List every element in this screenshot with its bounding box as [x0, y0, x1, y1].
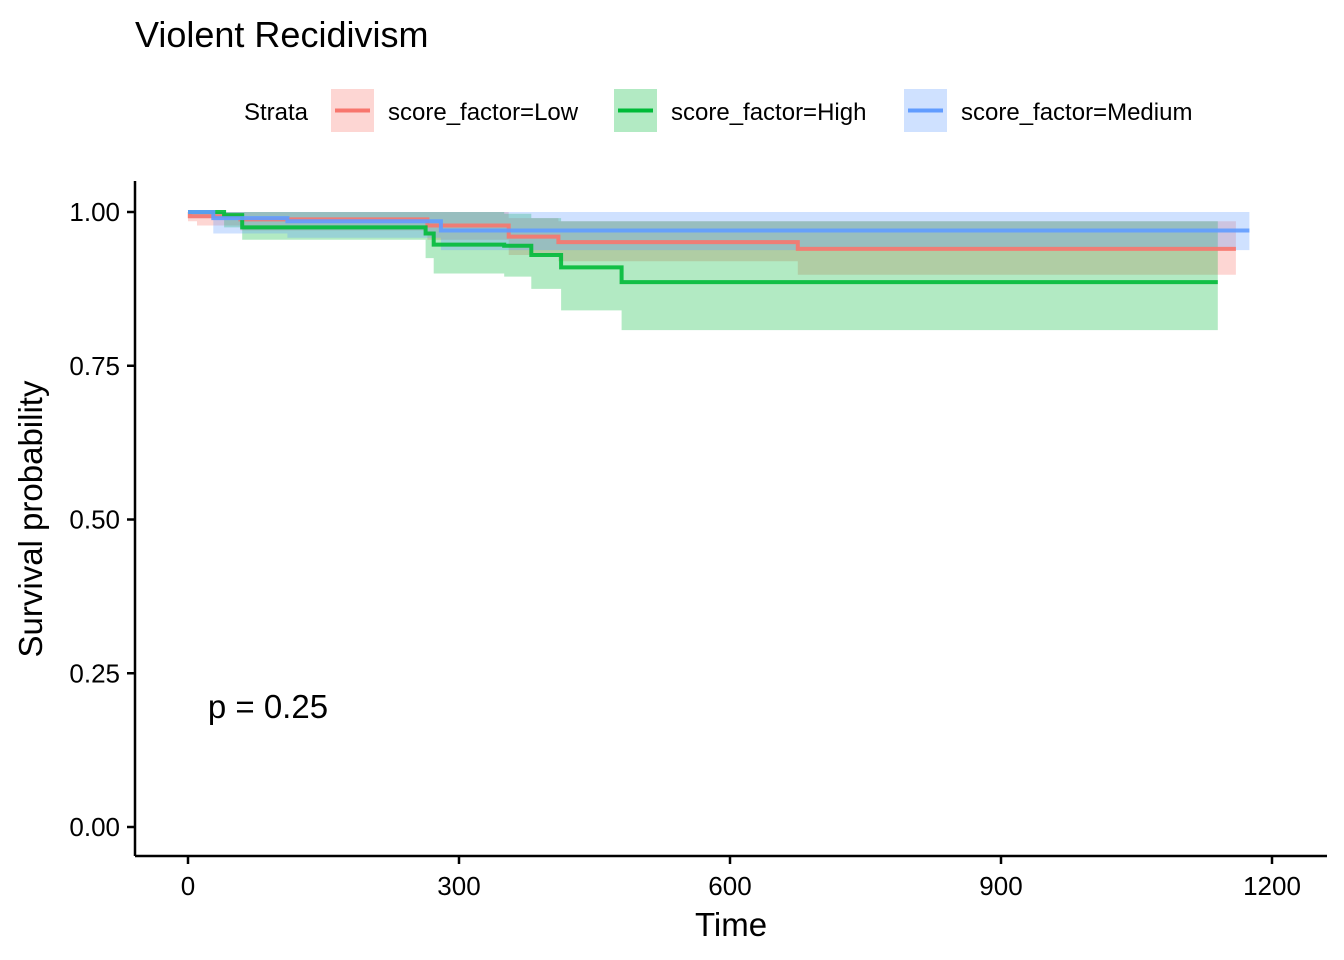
ci-band-1 — [188, 212, 1218, 331]
p-value-annotation: p = 0.25 — [208, 688, 328, 725]
x-tick-label: 0 — [181, 871, 195, 901]
x-tick-label: 900 — [979, 871, 1022, 901]
x-axis-ticks: 0 300 600 900 1200 — [181, 856, 1301, 901]
legend-title: Strata — [244, 99, 309, 126]
x-tick-label: 300 — [437, 871, 480, 901]
survival-line-0 — [187, 210, 1236, 251]
y-tick-label: 0.25 — [69, 658, 120, 688]
legend-item-label: score_factor=High — [671, 99, 866, 126]
y-tick-label: 0.75 — [69, 351, 120, 381]
y-axis-ticks: 0.00 0.25 0.50 0.75 1.00 — [69, 197, 135, 842]
x-axis-label: Time — [695, 906, 767, 943]
survival-curves — [187, 210, 1250, 285]
survival-line-2 — [188, 210, 1250, 233]
x-tick-label: 600 — [708, 871, 751, 901]
survival-line-1 — [188, 210, 1218, 285]
y-tick-label: 1.00 — [69, 197, 120, 227]
x-tick-label: 1200 — [1243, 871, 1301, 901]
y-tick-label: 0.00 — [69, 812, 120, 842]
legend-item-label: score_factor=Low — [388, 99, 579, 126]
legend-item-label: score_factor=Medium — [961, 99, 1192, 126]
legend: score_factor=Low score_factor=High score_f… — [331, 89, 1192, 132]
y-tick-label: 0.50 — [69, 505, 120, 535]
y-axis-label: Survival probability — [12, 380, 49, 657]
chart-title: Violent Recidivism — [135, 14, 428, 55]
